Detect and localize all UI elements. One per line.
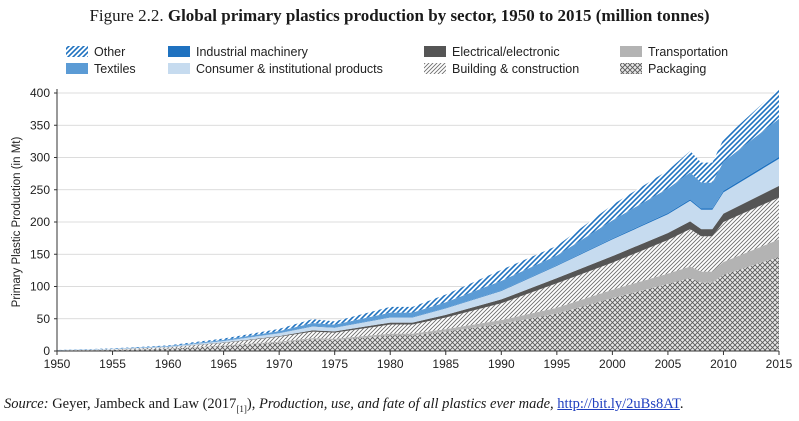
- source-authors: Geyer, Jambeck and Law (2017: [52, 396, 237, 412]
- x-tick-label-1960: 1960: [155, 357, 182, 371]
- x-tick-label-2010: 2010: [710, 357, 737, 371]
- area-series: [57, 88, 779, 351]
- legend-label-building-construction: Building & construction: [452, 62, 579, 76]
- x-tick-label-1950: 1950: [44, 357, 71, 371]
- x-tick-label-1995: 1995: [543, 357, 570, 371]
- x-tick-label-1975: 1975: [321, 357, 348, 371]
- y-tick-label-0: 0: [43, 344, 50, 358]
- y-tick-label-200: 200: [30, 215, 50, 229]
- figure-label: Figure 2.2.: [89, 6, 164, 25]
- source-note: Source: Geyer, Jambeck and Law (2017[1])…: [4, 396, 799, 414]
- chart-title: Figure 2.2. Global primary plastics prod…: [0, 6, 799, 26]
- legend-label-transportation: Transportation: [648, 45, 728, 59]
- x-tick-label-1990: 1990: [488, 357, 515, 371]
- legend-label-industrial-machinery: Industrial machinery: [196, 45, 309, 59]
- source-work: Production, use, and fate of all plastic…: [259, 396, 554, 412]
- x-tick-label-1980: 1980: [377, 357, 404, 371]
- y-tick-label-300: 300: [30, 151, 50, 165]
- y-tick-label-350: 350: [30, 118, 50, 132]
- x-tick-label-1970: 1970: [266, 357, 293, 371]
- legend-swatch-textiles: [66, 63, 88, 74]
- y-axis-label: Primary Plastic Production (in Mt): [11, 137, 23, 308]
- legend-swatch-consumer-institutional-products: [168, 63, 190, 74]
- source-link[interactable]: http://bit.ly/2uBs8AT: [557, 396, 680, 412]
- legend-swatch-packaging: [620, 63, 642, 74]
- legend-swatch-building-construction: [424, 63, 446, 74]
- y-tick-label-150: 150: [30, 247, 50, 261]
- y-tick-label-50: 50: [37, 312, 51, 326]
- y-tick-label-250: 250: [30, 183, 50, 197]
- y-tick-label-100: 100: [30, 280, 50, 294]
- x-tick-label-2005: 2005: [655, 357, 682, 371]
- legend-swatch-other: [66, 46, 88, 57]
- area-building-construction: [57, 197, 779, 351]
- x-tick-label-2000: 2000: [599, 357, 626, 371]
- figure-title: Global primary plastics production by se…: [167, 6, 710, 25]
- legend-swatch-transportation: [620, 46, 642, 57]
- legend-label-electrical-electronic: Electrical/electronic: [452, 45, 560, 59]
- source-label: Source:: [4, 396, 49, 412]
- area-packaging: [57, 256, 779, 351]
- x-tick-label-1955: 1955: [99, 357, 126, 371]
- y-tick-label-400: 400: [30, 86, 50, 100]
- source-after-ref: ),: [246, 396, 256, 412]
- source-end: .: [679, 396, 684, 412]
- x-tick-label-2015: 2015: [766, 357, 793, 371]
- x-tick-label-1985: 1985: [432, 357, 459, 371]
- legend-swatch-electrical-electronic: [424, 46, 446, 57]
- legend-label-consumer-institutional-products: Consumer & institutional products: [196, 62, 383, 76]
- legend-swatch-industrial-machinery: [168, 46, 190, 57]
- legend: Other Textiles Industrial machinery Consume…: [66, 45, 728, 76]
- source-ref: [1]: [236, 403, 247, 414]
- axes: 0 50 100 150 200 250 300 350 400 1950 1955 1960 1965…: [30, 86, 793, 371]
- legend-label-other: Other: [94, 45, 125, 59]
- legend-label-textiles: Textiles: [94, 62, 136, 76]
- legend-label-packaging: Packaging: [648, 62, 706, 76]
- x-tick-label-1965: 1965: [210, 357, 237, 371]
